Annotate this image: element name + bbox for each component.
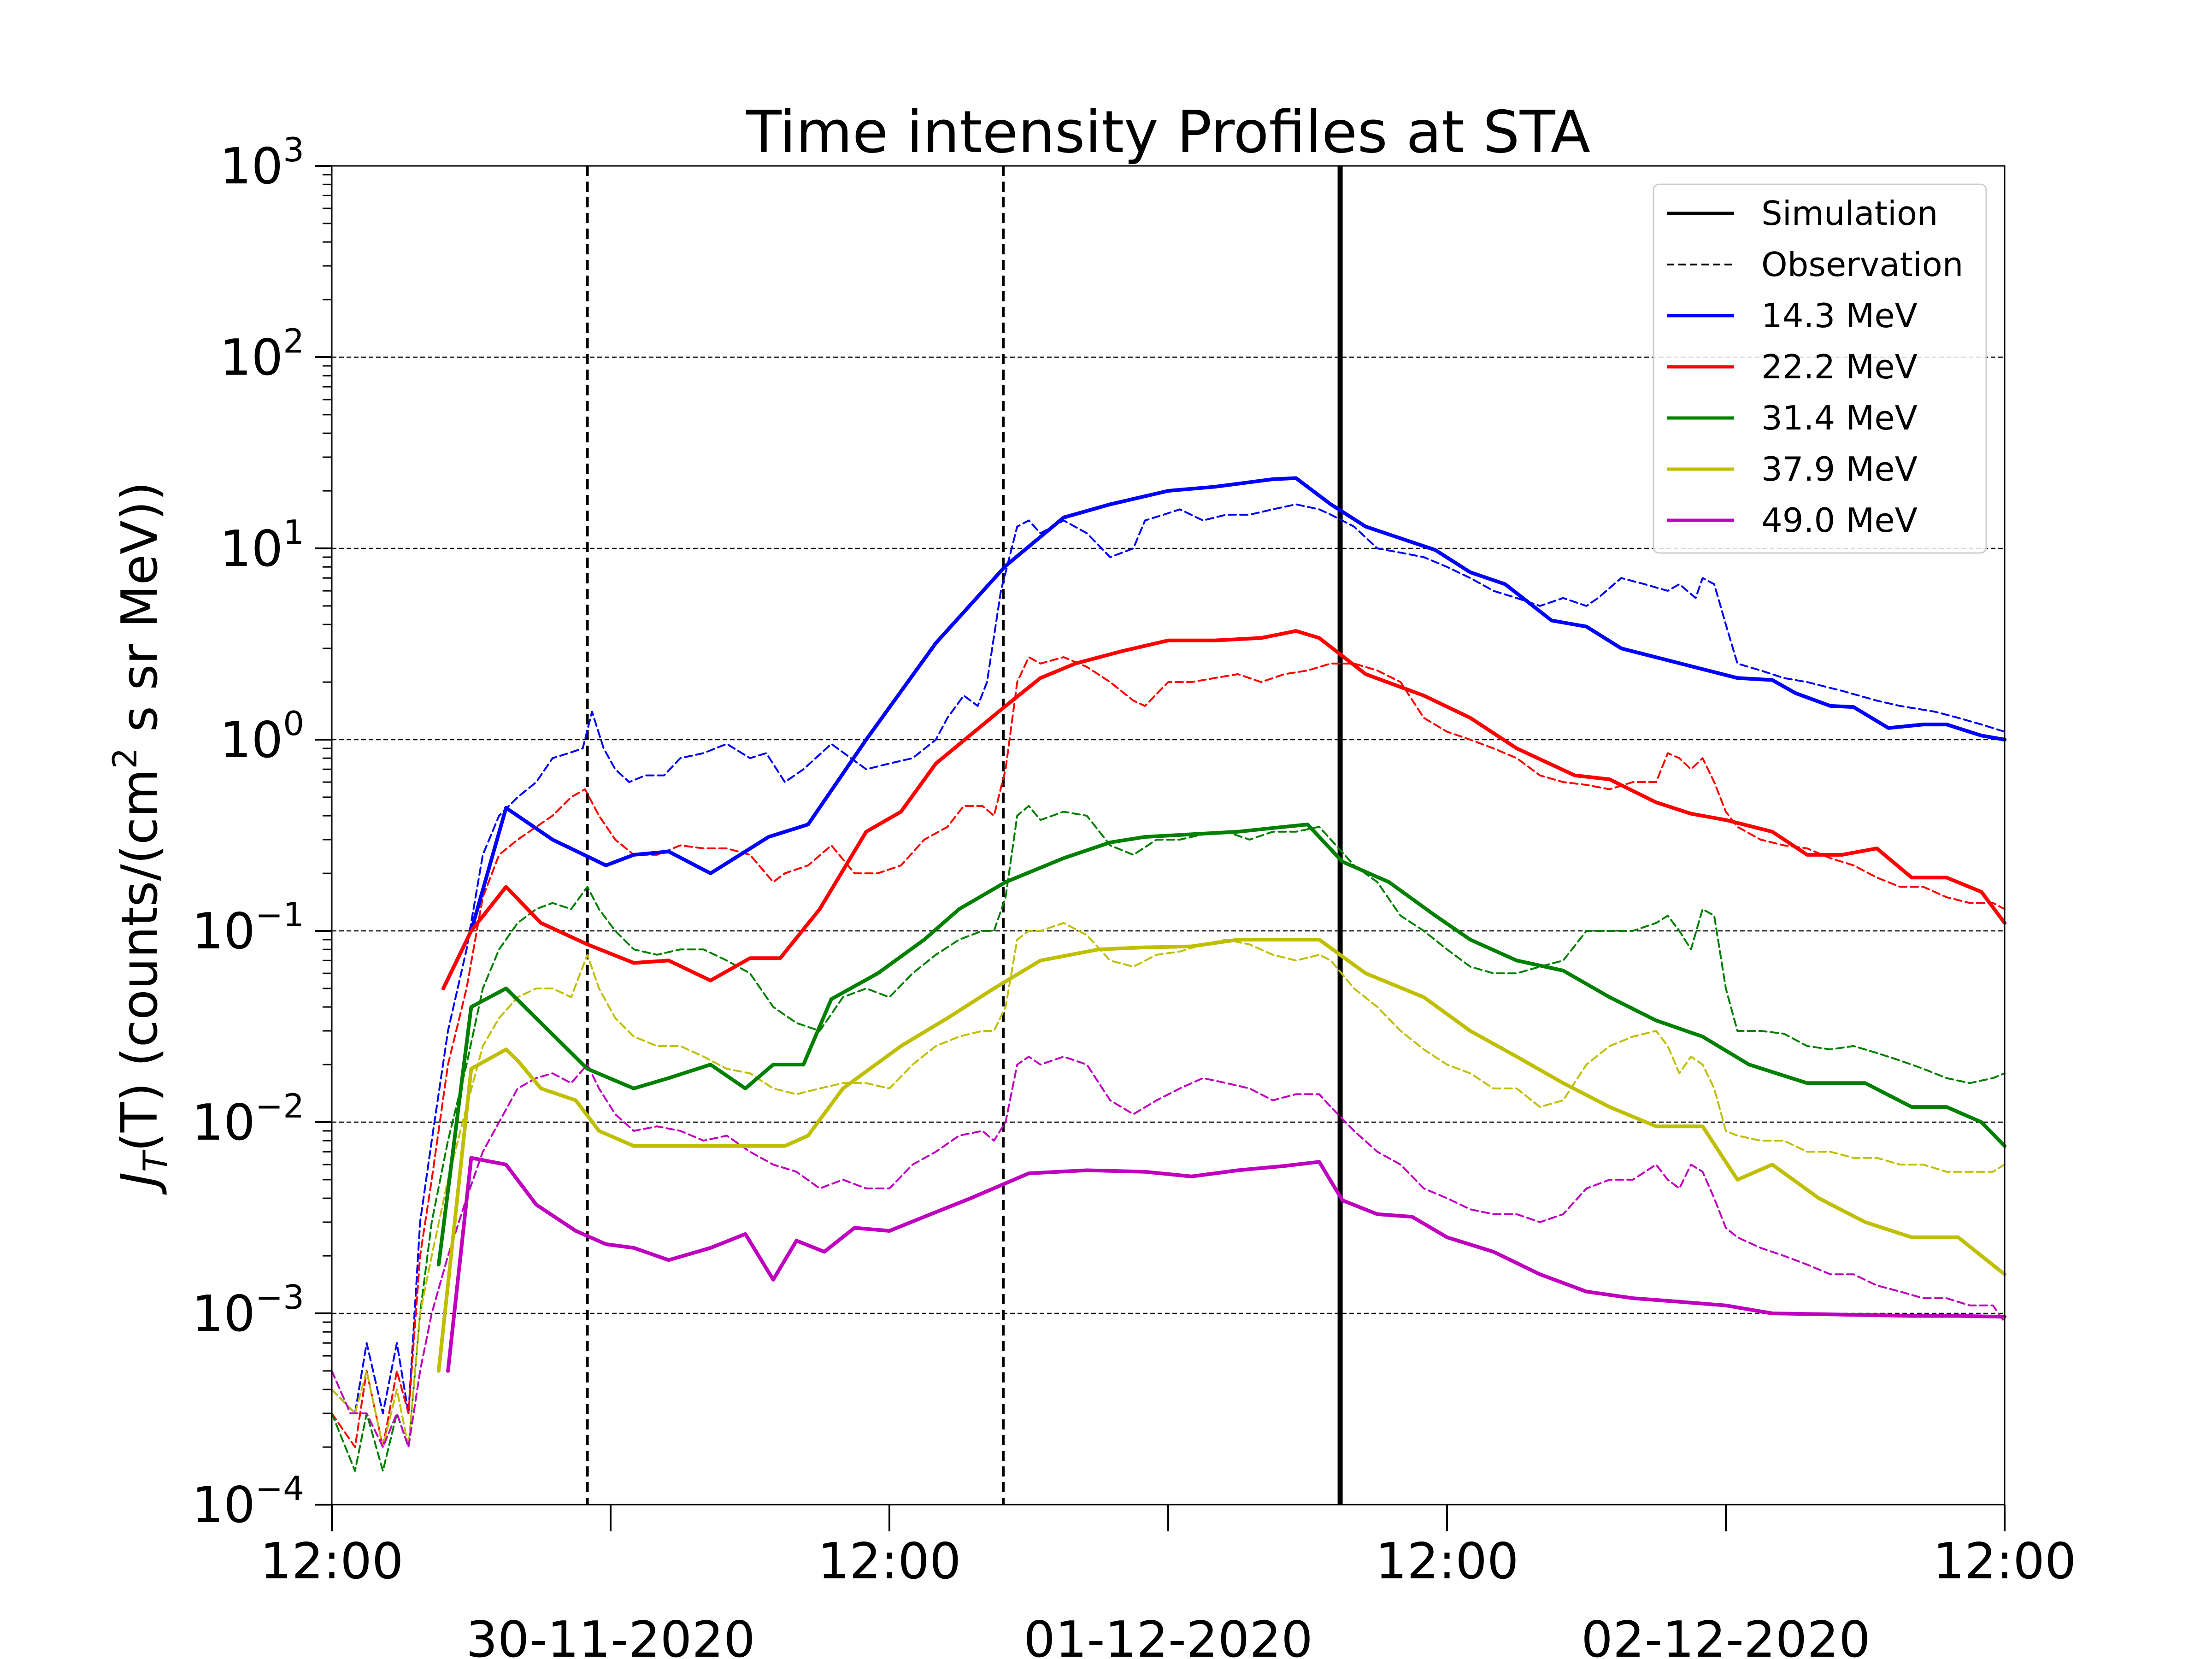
date-label: 01-12-2020 [1024,1611,1313,1659]
series-line-simulation-143 [441,476,2006,990]
x-tick-label: 12:00 [260,1533,403,1590]
series-line-observation-490 [331,1055,2006,1448]
y-tick-base: 10 [192,903,255,960]
legend-label: Observation [1761,245,1963,284]
series-line-observation-222 [331,656,2006,1448]
legend-label: 14.3 MeV [1761,296,1918,335]
date-label: 02-12-2020 [1581,1611,1871,1659]
y-axis-label-sup: 2 [106,748,144,769]
y-tick-base: 10 [220,329,283,387]
y-tick-exponent: 2 [283,322,304,360]
y-tick-base: 10 [192,1477,255,1534]
x-tick-label: 12:00 [1375,1533,1518,1590]
series-line-observation-314 [331,805,2006,1472]
x-tick-label: 12:00 [818,1533,961,1590]
series-line-observation-379 [331,922,2006,1448]
y-tick-base: 10 [192,1285,255,1343]
y-tick-label: 103 [220,130,304,195]
y-axis-label-j: J [111,1172,169,1195]
y-tick-label: 100 [220,704,304,769]
legend-label: 31.4 MeV [1761,399,1918,437]
y-tick-exponent: −1 [255,895,304,934]
y-axis-label: JT(T) (counts/(cm2 s sr MeV)) [106,482,175,1195]
y-axis-label-sub: T [136,1149,175,1172]
series-line-simulation-379 [436,938,2006,1373]
y-tick-exponent: 1 [283,513,304,552]
y-axis-label-rest: s sr MeV)) [111,482,169,748]
legend-label: 49.0 MeV [1761,501,1918,540]
y-axis-label-paren: (T) (counts/(cm [111,769,169,1152]
legend-label: Simulation [1761,194,1938,233]
vline-layer [586,166,1343,1505]
series-layer [331,476,2006,1472]
legend-box [1653,183,1987,554]
y-tick-exponent: −2 [255,1087,304,1125]
series-line-simulation-490 [446,1156,2006,1373]
y-tick-exponent: 0 [283,704,304,743]
y-tick-exponent: −3 [255,1278,304,1317]
chart-title: Time intensity Profiles at STA [746,98,1590,166]
y-tick-exponent: −4 [255,1469,304,1508]
y-tick-label: 10−1 [192,895,304,960]
y-tick-label: 10−4 [192,1469,304,1534]
date-label: 30-11-2020 [466,1611,755,1659]
legend: Simulation Observation 14.3 MeV 22.2 MeV 31.… [1653,183,1987,554]
y-tick-exponent: 3 [283,130,304,169]
y-tick-base: 10 [220,712,283,769]
legend-label: 37.9 MeV [1761,450,1918,488]
legend-label: 22.2 MeV [1761,347,1918,386]
y-tick-label: 10−2 [192,1087,304,1152]
y-tick-label: 10−3 [192,1278,304,1343]
x-tick-label: 12:00 [1933,1533,2076,1590]
y-tick-base: 10 [220,520,283,578]
y-tick-label: 102 [220,322,304,387]
series-line-simulation-222 [441,629,2006,990]
y-tick-base: 10 [220,138,283,195]
series-line-observation-143 [331,503,2006,1414]
y-tick-base: 10 [192,1094,255,1152]
series-line-simulation-314 [436,823,2006,1267]
y-tick-label: 101 [220,513,304,578]
